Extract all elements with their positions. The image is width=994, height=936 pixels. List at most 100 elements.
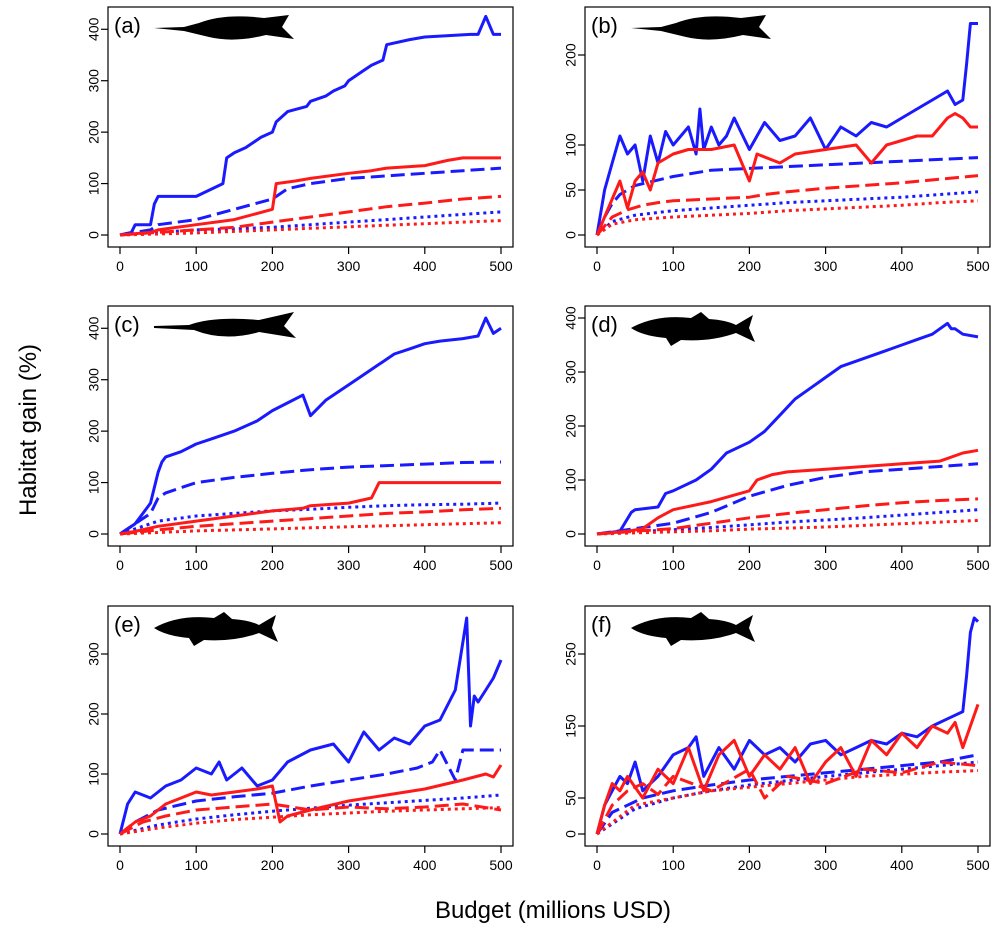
series-line-blue-dashed: [595, 753, 979, 835]
series-line-blue-dotted: [596, 760, 979, 836]
fish-silhouette-icon: [631, 312, 755, 346]
sturgeon-silhouette-icon: [154, 15, 294, 40]
chart-panel: 0 100 200 300 400 500 0 100 200 300 400 (d): [563, 305, 991, 573]
x-tick-label: 500: [489, 857, 513, 873]
y-tick-label: 50: [563, 790, 579, 806]
x-tick-label: 200: [261, 557, 285, 573]
x-tick-label: 300: [337, 557, 361, 573]
x-tick-label: 200: [738, 857, 762, 873]
x-tick-label: 0: [593, 557, 601, 573]
y-tick-label: 100: [86, 471, 102, 495]
y-tick-label: 0: [86, 830, 102, 838]
series-line-red-dashed: [119, 194, 502, 237]
x-tick-label: 500: [489, 557, 513, 573]
x-tick-label: 200: [261, 857, 285, 873]
y-tick-label: 300: [563, 360, 579, 384]
series-line-red-solid: [595, 112, 978, 236]
series-line-blue-dashed: [595, 156, 979, 236]
y-tick-label: 100: [563, 468, 579, 492]
chart-panel: 0 100 200 300 400 500 0 50 150 250 (f): [563, 605, 991, 873]
series-line-blue-solid: [595, 22, 978, 236]
x-tick-label: 200: [261, 258, 285, 274]
y-tick-label: 200: [563, 43, 579, 67]
series-line-red-solid: [596, 448, 979, 536]
x-tick-label: 500: [966, 857, 990, 873]
y-tick-label: 400: [86, 316, 102, 340]
series-line-red-dotted: [119, 521, 502, 536]
y-tick-label: 150: [563, 714, 579, 738]
sturgeon-silhouette-icon: [631, 15, 771, 40]
y-tick-label: 100: [86, 172, 102, 196]
y-tick-label: 100: [86, 762, 102, 786]
y-tick-label: 200: [563, 414, 579, 438]
fish-silhouette-icon: [154, 612, 278, 646]
series-line-red-dashed: [595, 760, 979, 835]
y-tick-label: 50: [563, 182, 579, 198]
series-line-red-dashed: [119, 506, 502, 536]
series-line-red-dashed: [119, 802, 502, 836]
chart-panel: 0 100 200 300 400 500 0 100 200 300 400 (c): [86, 305, 514, 573]
y-axis-title: Habitat gain (%): [15, 344, 42, 516]
series-line-blue-dashed: [119, 748, 501, 836]
series-line-blue-dotted: [596, 190, 979, 237]
series-line-blue-dashed: [119, 460, 502, 536]
y-tick-label: 0: [563, 231, 579, 239]
chart-panel: 0 100 200 300 400 500 0 100 200 300 (e): [86, 605, 514, 873]
panel-label: (a): [114, 13, 141, 38]
series-line-blue-solid: [118, 616, 503, 835]
x-tick-label: 0: [116, 557, 124, 573]
plot-frame: [584, 305, 991, 547]
y-tick-label: 200: [86, 120, 102, 144]
panel-label: (b): [591, 13, 618, 38]
x-tick-label: 400: [413, 258, 437, 274]
y-tick-label: 0: [86, 530, 102, 538]
series-line-blue-solid: [119, 14, 501, 237]
x-axis-title: Budget (millions USD): [435, 897, 671, 924]
x-tick-label: 300: [814, 857, 838, 873]
series-line-blue-dotted: [119, 501, 502, 536]
panel-label: (d): [591, 312, 618, 337]
x-tick-label: 100: [662, 857, 686, 873]
y-tick-label: 100: [563, 133, 579, 157]
x-tick-label: 100: [662, 258, 686, 274]
y-tick-label: 0: [563, 830, 579, 838]
x-tick-label: 100: [185, 557, 209, 573]
series-line-red-solid: [119, 156, 501, 237]
plot-frame: [107, 6, 514, 248]
series-line-blue-dashed: [119, 166, 502, 237]
series-line-red-dotted: [596, 519, 979, 536]
series-line-red-solid: [119, 481, 501, 536]
series-line-red-solid: [595, 703, 980, 835]
x-tick-label: 400: [413, 857, 437, 873]
y-tick-label: 400: [563, 306, 579, 330]
y-tick-label: 400: [86, 17, 102, 41]
chart-panel: 0 100 200 300 400 500 0 50 100 200 (b): [563, 6, 991, 274]
x-tick-label: 400: [890, 857, 914, 873]
x-tick-label: 500: [966, 557, 990, 573]
series-line-red-dotted: [596, 199, 979, 237]
series-line-red-dashed: [596, 497, 979, 536]
y-tick-label: 200: [86, 702, 102, 726]
x-tick-label: 200: [738, 557, 762, 573]
x-tick-label: 100: [185, 258, 209, 274]
panel-label: (f): [591, 612, 612, 637]
y-tick-label: 200: [86, 419, 102, 443]
y-tick-label: 300: [86, 69, 102, 93]
fish-silhouette-icon: [631, 612, 755, 646]
paddlefish-silhouette-icon: [154, 312, 296, 338]
series-line-red-dotted: [119, 219, 502, 237]
x-tick-label: 0: [116, 857, 124, 873]
x-tick-label: 400: [890, 557, 914, 573]
x-tick-label: 300: [337, 258, 361, 274]
y-tick-label: 250: [563, 642, 579, 666]
plot-frame: [107, 305, 514, 547]
plot-frame: [584, 6, 991, 248]
panel-label: (e): [114, 612, 141, 637]
x-tick-label: 0: [593, 857, 601, 873]
plot-frame: [584, 605, 991, 847]
series-line-blue-solid: [119, 316, 502, 536]
x-tick-label: 500: [966, 258, 990, 274]
chart-panel: 0 100 200 300 400 500 0 100 200 300 400 (a): [86, 6, 514, 274]
x-tick-label: 200: [738, 258, 762, 274]
